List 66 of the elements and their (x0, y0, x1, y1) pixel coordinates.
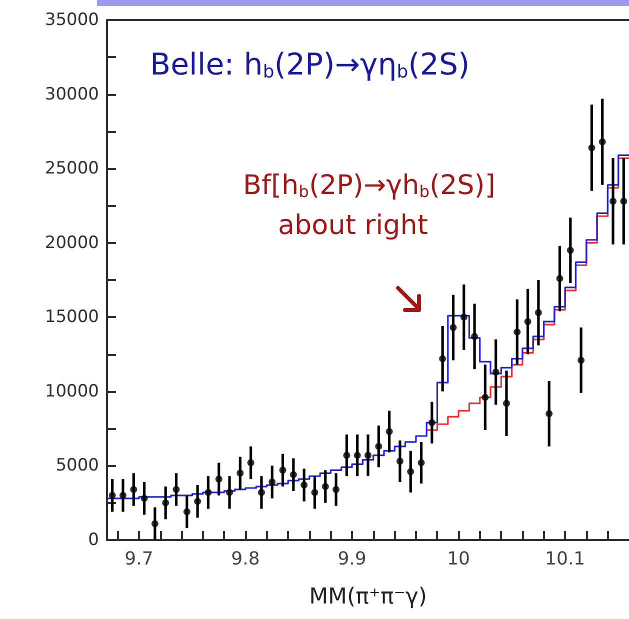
y-tick-label: 25000 (44, 158, 99, 179)
x-tick-label: 9.7 (124, 548, 154, 570)
point (514, 328, 521, 336)
point (598, 138, 606, 146)
point (290, 471, 297, 478)
point (215, 476, 222, 483)
point (258, 488, 265, 496)
point (108, 492, 116, 499)
point (534, 309, 542, 316)
y-tick-label: 15000 (44, 307, 99, 328)
y-tick-label: 35000 (44, 10, 99, 30)
point (172, 486, 180, 493)
x-tick-label: 10.1 (545, 548, 586, 570)
x-tick-label: 9.9 (338, 548, 366, 570)
point (492, 368, 500, 376)
y-tick-label: 5000 (56, 456, 99, 476)
annotation: Belle: hb(2P)→γηb(2S) (150, 48, 470, 82)
x-tick-label: 9.8 (231, 548, 260, 570)
point (322, 483, 329, 490)
point (396, 458, 404, 465)
point (364, 452, 372, 459)
point (546, 410, 553, 418)
point (140, 494, 148, 502)
x-tick-label: 10 (447, 548, 470, 570)
point (311, 488, 318, 496)
point (386, 428, 393, 436)
point (151, 520, 158, 528)
x-axis-title: MM(π⁺π⁻γ) (309, 584, 427, 610)
point (566, 246, 574, 254)
point (300, 482, 308, 489)
point (119, 492, 126, 499)
point (332, 486, 340, 493)
y-tick-label: 30000 (44, 84, 99, 104)
point (428, 419, 436, 426)
point (407, 468, 414, 476)
point (578, 356, 585, 364)
point (226, 488, 234, 496)
point (236, 470, 244, 477)
point (343, 452, 350, 459)
annotation: about right (278, 210, 428, 241)
point (460, 314, 468, 321)
point (194, 498, 202, 505)
point (247, 459, 254, 466)
point (183, 508, 190, 516)
y-tick-label: 10000 (44, 381, 99, 402)
point (502, 400, 510, 407)
point (450, 324, 457, 332)
point (375, 442, 382, 450)
point (482, 394, 489, 401)
point (471, 332, 478, 340)
point (610, 198, 617, 205)
point (204, 488, 212, 496)
point (162, 499, 170, 506)
point (556, 275, 564, 282)
point (588, 144, 596, 152)
y-tick-label: 0 (88, 530, 99, 550)
point (620, 198, 628, 205)
point (354, 452, 361, 459)
point (418, 459, 425, 466)
point (279, 466, 286, 474)
point (439, 355, 446, 362)
point (130, 486, 138, 493)
y-tick-label: 20000 (44, 232, 99, 253)
point (524, 318, 532, 326)
point (268, 478, 276, 486)
annotation: Bf[hb(2P)→γhb(2S)] (243, 170, 496, 202)
